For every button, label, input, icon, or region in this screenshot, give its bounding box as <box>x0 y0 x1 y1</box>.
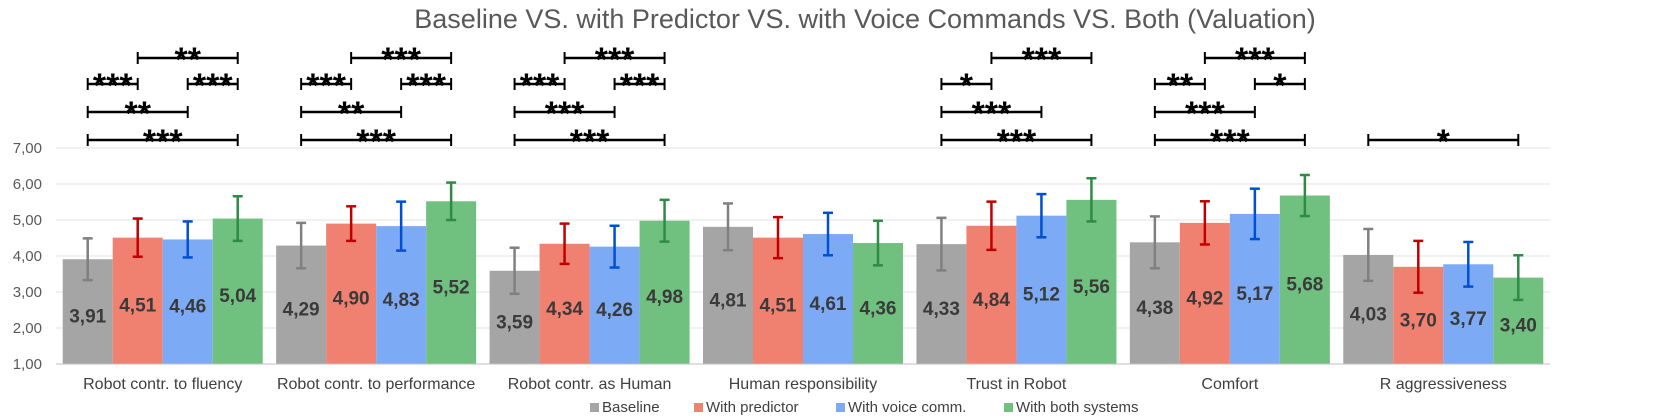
data-labels: 3,91 4,29 3,59 4,81 4,33 4,38 4,03 4,51 4,90 4,34… <box>69 275 1537 337</box>
significance-stars: *** <box>520 67 560 105</box>
x-category-label: Robot contr. to performance <box>277 376 475 393</box>
chart-title: Baseline VS. with Predictor VS. with Voi… <box>414 4 1315 34</box>
legend-label: With both systems <box>1016 399 1139 416</box>
bars <box>62 195 1544 364</box>
data-label: 4,29 <box>283 300 320 321</box>
significance-stars: *** <box>545 95 585 133</box>
x-category-label: Robot contr. as Human <box>508 376 672 393</box>
data-label: 4,36 <box>860 298 897 319</box>
y-tick-label: 7,00 <box>13 140 42 157</box>
significance-stars: *** <box>143 123 183 161</box>
significance-stars: *** <box>1185 95 1225 133</box>
data-label: 3,91 <box>69 307 106 328</box>
bar <box>1066 199 1117 364</box>
data-label: 4,61 <box>810 294 847 315</box>
data-label: 3,70 <box>1400 310 1437 331</box>
bar <box>426 201 477 364</box>
bar <box>162 239 213 364</box>
data-label: 4,33 <box>923 299 960 320</box>
data-label: 4,51 <box>119 296 156 317</box>
data-label: 3,40 <box>1500 316 1537 337</box>
significance-stars: ** <box>124 95 151 133</box>
significance-stars: *** <box>193 67 233 105</box>
y-tick-label: 6,00 <box>13 176 42 193</box>
data-label: 5,12 <box>1023 285 1060 306</box>
x-category-label: Trust in Robot <box>966 376 1066 393</box>
data-label: 3,59 <box>496 312 533 333</box>
significance-stars: * <box>1437 123 1451 161</box>
data-label: 4,03 <box>1350 304 1387 325</box>
bar <box>326 223 377 364</box>
x-category-label: R aggressiveness <box>1380 376 1507 393</box>
data-label: 4,51 <box>760 296 797 317</box>
legend-label: Baseline <box>602 399 660 416</box>
legend-label: With predictor <box>706 399 799 416</box>
bar <box>1279 195 1330 364</box>
data-label: 4,90 <box>333 289 370 310</box>
significance-stars: *** <box>570 123 610 161</box>
x-category-label: Comfort <box>1201 376 1258 393</box>
legend-swatch <box>590 403 599 412</box>
significance-stars: *** <box>1022 41 1062 79</box>
significance-stars: *** <box>972 95 1012 133</box>
y-tick-label: 2,00 <box>13 320 42 337</box>
data-label: 5,56 <box>1073 277 1110 298</box>
significance-stars: *** <box>381 41 421 79</box>
y-tick-label: 4,00 <box>13 248 42 265</box>
error-bars <box>82 173 1524 302</box>
legend-label: With voice comm. <box>848 399 966 416</box>
significance-stars: * <box>1273 67 1287 105</box>
legend-swatch <box>694 403 703 412</box>
bar <box>639 220 690 364</box>
significance-stars: *** <box>595 41 635 79</box>
significance-stars: *** <box>406 67 446 105</box>
data-label: 4,83 <box>383 290 420 311</box>
significance-stars: *** <box>997 123 1037 161</box>
significance-stars: *** <box>306 67 346 105</box>
x-category-label: Robot contr. to fluency <box>83 376 242 393</box>
legend-swatch <box>836 403 845 412</box>
significance-stars: *** <box>1235 41 1275 79</box>
data-label: 4,98 <box>646 287 683 308</box>
significance-stars: *** <box>93 67 133 105</box>
significance-stars: ** <box>338 95 365 133</box>
significance-stars: *** <box>356 123 396 161</box>
data-label: 5,04 <box>219 286 256 307</box>
data-label: 4,81 <box>710 290 747 311</box>
y-tick-label: 3,00 <box>13 284 42 301</box>
significance-stars: *** <box>620 67 660 105</box>
significance-brackets: ***** ************** ************** *******… <box>86 41 1520 161</box>
data-label: 4,26 <box>596 300 633 321</box>
x-category-label: Human responsibility <box>729 376 878 393</box>
data-label: 5,68 <box>1286 275 1323 296</box>
data-label: 4,84 <box>973 290 1010 311</box>
bar <box>1016 215 1067 364</box>
data-label: 4,46 <box>169 297 206 318</box>
bar <box>212 218 263 364</box>
y-tick-label: 1,00 <box>13 356 42 373</box>
significance-stars: *** <box>1210 123 1250 161</box>
data-label: 4,38 <box>1136 298 1173 319</box>
significance-stars: ** <box>1167 67 1194 105</box>
data-label: 4,92 <box>1186 288 1223 309</box>
data-label: 5,17 <box>1236 284 1273 305</box>
data-label: 3,77 <box>1450 309 1487 330</box>
y-tick-label: 5,00 <box>13 212 42 229</box>
significance-stars: * <box>960 67 974 105</box>
legend-swatch <box>1004 403 1013 412</box>
data-label: 4,34 <box>546 299 583 320</box>
data-label: 5,52 <box>433 278 470 299</box>
bar <box>112 237 163 364</box>
bar <box>1179 222 1230 364</box>
axes: 1,00 2,00 3,00 4,00 5,00 6,00 7,00 Robot contr.… <box>13 140 1550 393</box>
significance-stars: ** <box>174 41 201 79</box>
legend: Baseline With predictor With voice comm. Wi… <box>590 399 1139 416</box>
